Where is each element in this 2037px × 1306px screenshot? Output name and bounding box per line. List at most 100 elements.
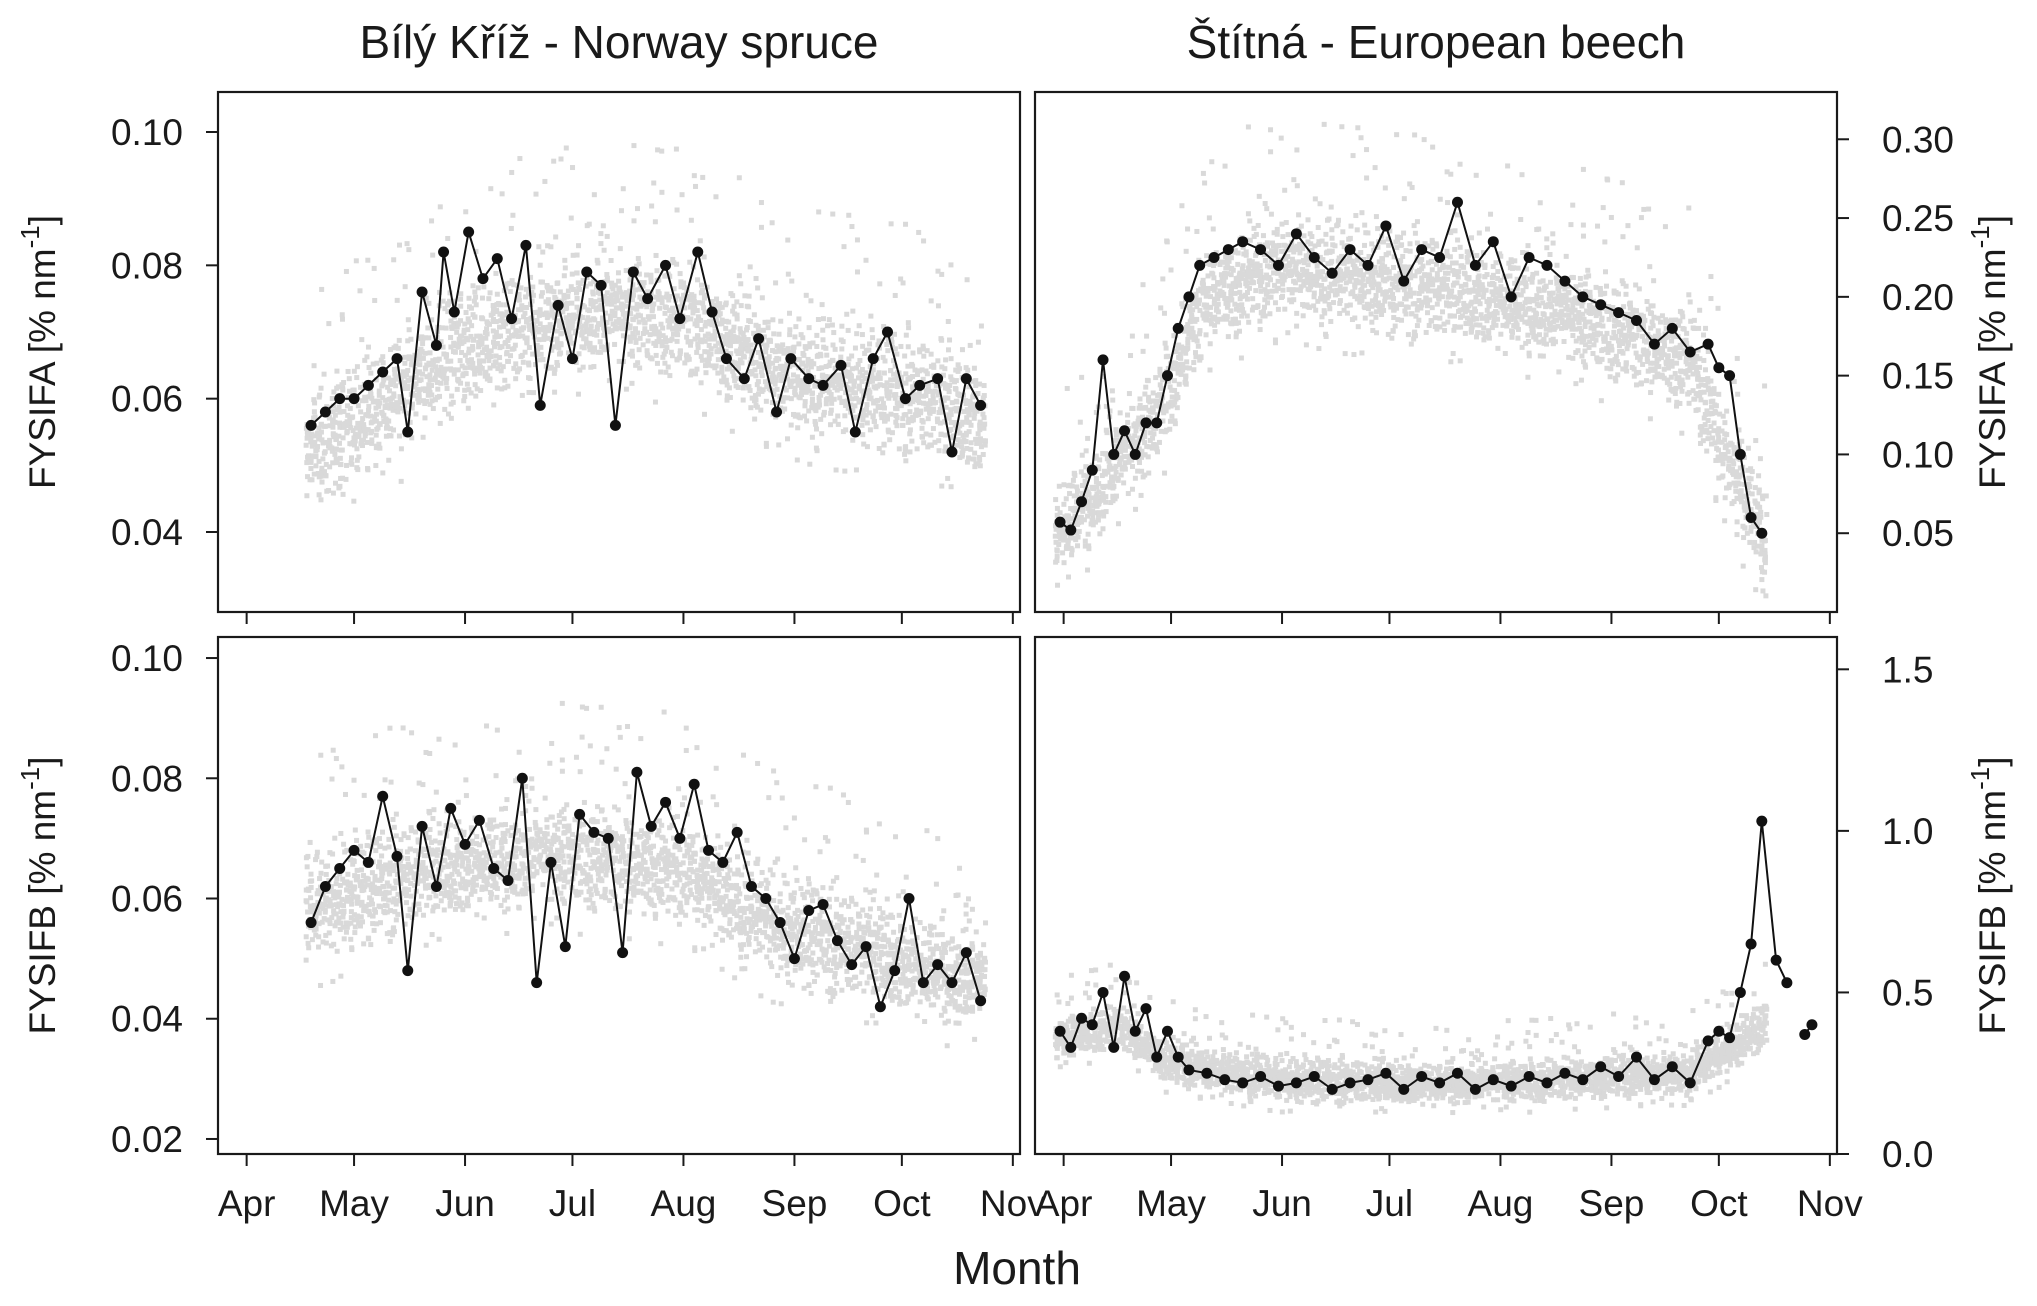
background-point: [487, 376, 493, 382]
background-point: [1097, 531, 1103, 537]
background-point: [1621, 304, 1627, 310]
background-point: [413, 411, 419, 417]
background-point: [570, 286, 576, 292]
background-point: [1444, 169, 1450, 175]
background-point: [1061, 537, 1067, 543]
background-point: [1480, 294, 1486, 300]
background-point: [1613, 378, 1619, 384]
background-point: [505, 358, 511, 364]
background-point: [1457, 358, 1463, 364]
background-point: [724, 393, 730, 399]
background-point: [569, 271, 575, 277]
background-point: [1364, 175, 1370, 181]
background-point: [320, 456, 326, 462]
background-point: [1353, 266, 1359, 272]
background-point: [708, 346, 714, 352]
background-point: [462, 365, 468, 371]
background-point: [879, 396, 885, 402]
background-point: [894, 423, 900, 429]
series-line-daily: [310, 231, 982, 453]
background-point: [1544, 316, 1550, 322]
background-point: [1113, 469, 1119, 475]
background-point: [963, 401, 969, 407]
background-point: [1625, 333, 1631, 339]
background-point: [755, 285, 761, 291]
background-point: [670, 256, 676, 262]
background-point: [1176, 381, 1182, 387]
background-point: [602, 331, 608, 337]
background-point: [823, 373, 829, 379]
background-point: [1168, 267, 1174, 273]
background-point: [1161, 408, 1167, 414]
background-point: [903, 380, 909, 386]
background-point: [1149, 445, 1155, 451]
background-point: [1254, 267, 1260, 273]
background-point: [1573, 381, 1579, 387]
background-point: [884, 413, 890, 419]
background-point: [1595, 223, 1601, 229]
background-point: [637, 294, 643, 300]
background-point: [423, 295, 429, 301]
background-point: [1458, 324, 1464, 330]
background-point: [1321, 295, 1327, 301]
background-point: [362, 357, 368, 363]
background-point: [840, 429, 846, 435]
background-point: [975, 339, 981, 345]
background-point: [1442, 270, 1448, 276]
background-point: [1353, 213, 1359, 219]
background-point: [846, 212, 852, 218]
background-point: [869, 370, 875, 376]
background-point: [1119, 445, 1125, 451]
background-point: [1192, 318, 1198, 324]
background-point: [815, 404, 821, 410]
background-point: [362, 394, 368, 400]
background-point: [878, 403, 884, 409]
background-point: [1421, 137, 1427, 143]
background-point: [877, 281, 883, 287]
background-point: [886, 429, 892, 435]
background-point: [1325, 261, 1331, 267]
background-point: [1511, 310, 1517, 316]
background-point: [612, 312, 618, 318]
background-point: [1113, 493, 1119, 499]
background-point: [1214, 302, 1220, 308]
background-point: [659, 339, 665, 345]
background-point: [505, 338, 511, 344]
background-point: [1613, 318, 1619, 324]
background-point: [488, 348, 494, 354]
background-point: [354, 457, 360, 463]
background-point: [1095, 464, 1101, 470]
background-point: [772, 366, 778, 372]
background-point: [1200, 170, 1206, 176]
background-point: [466, 350, 472, 356]
background-point: [373, 418, 379, 424]
background-point: [1430, 246, 1436, 252]
background-point: [377, 445, 383, 451]
background-point: [504, 281, 510, 287]
background-point: [1392, 323, 1398, 329]
background-point: [935, 419, 941, 425]
background-point: [981, 393, 987, 399]
data-point: [753, 333, 765, 345]
background-point: [1241, 310, 1247, 316]
background-point: [674, 293, 680, 299]
background-point: [484, 331, 490, 337]
background-point: [1510, 329, 1516, 335]
background-point: [1559, 292, 1565, 298]
data-point: [416, 286, 428, 298]
background-point: [509, 333, 515, 339]
background-point: [949, 400, 955, 406]
background-point: [584, 318, 590, 324]
background-point: [1057, 510, 1063, 516]
background-point: [1452, 228, 1458, 234]
background-point: [762, 379, 768, 385]
data-point: [319, 406, 331, 418]
background-point: [314, 447, 320, 453]
background-point: [1076, 520, 1082, 526]
background-point: [1298, 223, 1304, 229]
background-point: [734, 299, 740, 305]
background-point: [1505, 314, 1511, 320]
background-point: [820, 316, 826, 322]
background-point: [1509, 307, 1515, 313]
